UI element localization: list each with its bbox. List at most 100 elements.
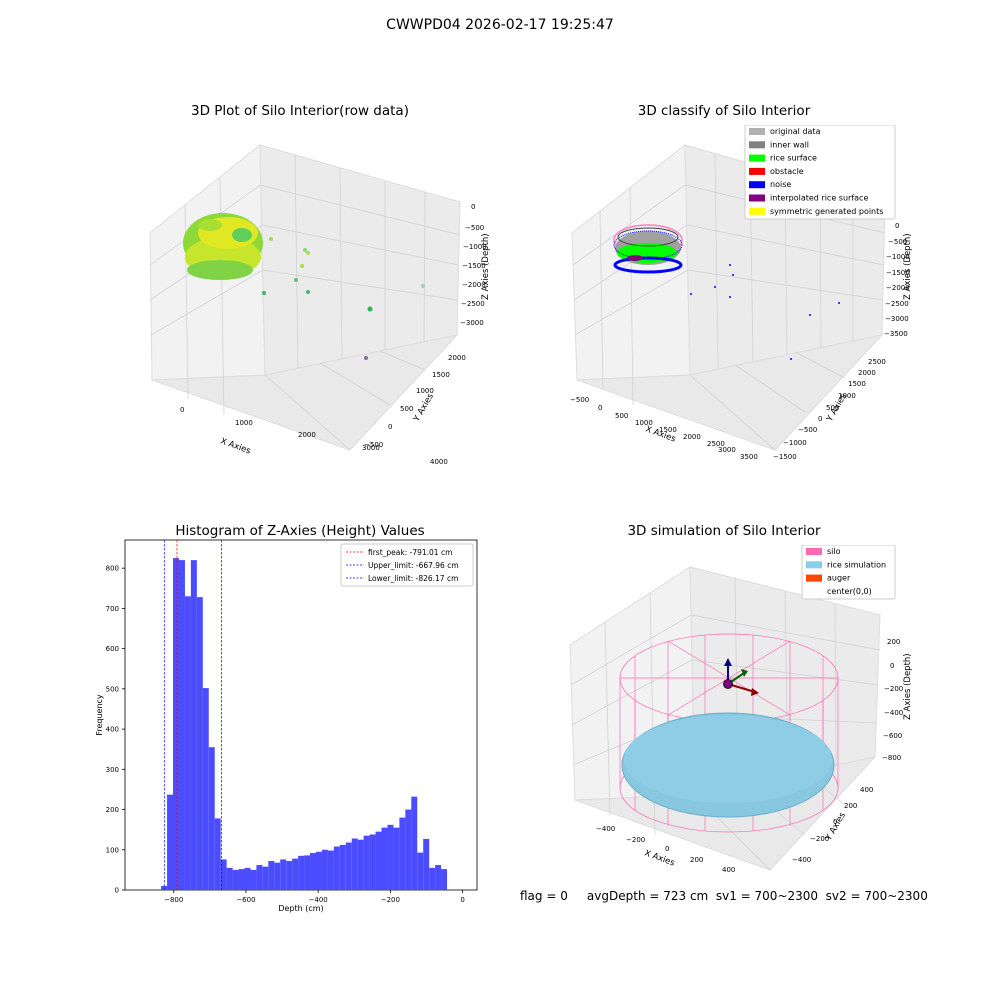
hist-xtick: −800 xyxy=(164,896,183,904)
p2-xtick: 1500 xyxy=(659,426,677,434)
simulation-legend: silo rice simulation auger center(0,0) xyxy=(801,545,896,600)
histogram-reference-lines xyxy=(163,540,222,890)
p2-xtick: 500 xyxy=(615,412,628,420)
histogram-bar xyxy=(369,834,376,890)
p4-xtick: 400 xyxy=(722,866,735,874)
legend-entry: obstacle xyxy=(770,167,804,176)
histogram-bar xyxy=(435,865,442,890)
p4-ytick: 400 xyxy=(860,786,873,794)
legend-swatch xyxy=(749,128,765,135)
legend-entry: rice simulation xyxy=(827,560,886,569)
p2-xtick: 0 xyxy=(598,404,602,412)
p4-ztick: 200 xyxy=(887,638,900,646)
legend-entry: original data xyxy=(770,127,821,136)
hist-ytick: 300 xyxy=(106,766,119,774)
histogram-bar xyxy=(232,869,239,890)
classified-point-cloud xyxy=(613,224,683,274)
p2-xtick: 2500 xyxy=(707,440,725,448)
p4-xlabel: X Axies xyxy=(643,848,676,868)
legend-swatch xyxy=(749,181,765,189)
legend-entry: noise xyxy=(770,180,791,189)
legend-swatch xyxy=(806,574,822,582)
histogram-bar xyxy=(274,862,281,890)
p2-ytick: 1500 xyxy=(848,380,866,388)
p4-ytick: 0 xyxy=(833,818,837,826)
classify-3d-plot: original data inner wall rice surface obsta… xyxy=(570,125,913,461)
hist-ytick: 100 xyxy=(106,846,119,854)
p4-ytick: −400 xyxy=(792,856,811,864)
histogram-bar xyxy=(202,688,209,890)
p4-xtick: −200 xyxy=(626,836,645,844)
histogram-bar xyxy=(292,858,299,890)
p1-ytick: 0 xyxy=(388,423,392,431)
p2-ztick: −500 xyxy=(888,238,907,246)
p4-ztick: −800 xyxy=(882,754,901,762)
p4-xtick: −400 xyxy=(596,825,615,833)
histogram-bar xyxy=(244,867,251,890)
p2-ytick: 1000 xyxy=(838,392,856,400)
panel4-title: 3D simulation of Silo Interior xyxy=(627,523,821,539)
histogram-bar xyxy=(262,866,269,890)
histogram-bar xyxy=(173,558,179,890)
p4-xtick: 200 xyxy=(690,856,703,864)
p1-ytick: 500 xyxy=(400,405,413,413)
p2-ytick: −1500 xyxy=(773,453,797,461)
hist-xtick: −600 xyxy=(236,896,255,904)
histogram-bar xyxy=(441,869,448,890)
legend-entry: symmetric generated points xyxy=(770,207,883,216)
histogram-bar xyxy=(238,869,245,890)
histogram-legend: first_peak: -791.01 cm Upper_limit: -667… xyxy=(340,543,474,587)
p2-xtick: −500 xyxy=(570,396,589,404)
hist-ytick: 800 xyxy=(106,565,119,573)
legend-swatch xyxy=(749,167,765,175)
legend-swatch xyxy=(749,141,765,149)
p4-ztick: −400 xyxy=(884,709,903,717)
histogram-bar xyxy=(327,850,334,890)
histogram-bar xyxy=(363,835,370,890)
legend-swatch xyxy=(749,207,765,215)
histogram-bar xyxy=(393,827,400,890)
legend-entry: center(0,0) xyxy=(827,587,872,596)
histogram-bar xyxy=(190,560,197,890)
p1-ztick: −1000 xyxy=(463,243,487,251)
p1-ylabel: Y Axies xyxy=(411,391,436,424)
histogram-bar xyxy=(345,842,352,890)
histogram-bar xyxy=(298,855,305,890)
p4-xtick: 0 xyxy=(665,845,669,853)
legend-entry: inner wall xyxy=(770,140,809,149)
hist-ytick: 500 xyxy=(106,685,119,693)
hist-ylabel: Frequency xyxy=(95,694,104,736)
p2-xtick: 3000 xyxy=(718,446,736,454)
p2-zlabel: Z Axies (Depth) xyxy=(903,233,913,300)
histogram-bar xyxy=(161,885,168,890)
classify-legend: original data inner wall rice surface obsta… xyxy=(744,125,896,220)
p1-ztick: −500 xyxy=(465,224,484,232)
p1-xtick: 1000 xyxy=(235,419,253,427)
depth-histogram: −800 −600 −400 −200 0 0 100 200 300 400 500 600 700… xyxy=(95,539,478,913)
histogram-bar xyxy=(351,838,358,890)
p1-zlabel: Z Axies (Depth) xyxy=(481,233,491,300)
histogram-bar xyxy=(399,817,406,890)
p4-zlabel: Z Axies (Depth) xyxy=(903,653,913,720)
histogram-bar xyxy=(321,849,328,890)
p2-ytick: 500 xyxy=(826,404,839,412)
p1-ytick: −500 xyxy=(364,441,383,449)
legend-lower-limit: Lower_limit: -826.17 cm xyxy=(368,574,458,583)
hist-xtick: 0 xyxy=(460,896,464,904)
panel3-title: Histogram of Z-Axies (Height) Values xyxy=(175,523,425,539)
histogram-bar xyxy=(167,794,174,890)
p1-xtick: 3000 xyxy=(362,444,380,452)
legend-entry: rice surface xyxy=(770,154,817,163)
histogram-bar xyxy=(339,844,346,890)
histogram-bar xyxy=(286,861,293,890)
p2-xtick: 2000 xyxy=(683,433,701,441)
p2-ztick: −3000 xyxy=(885,315,909,323)
histogram-bar xyxy=(429,867,436,890)
histogram-bar xyxy=(310,852,316,890)
histogram-bar xyxy=(208,747,215,890)
legend-swatch xyxy=(749,194,765,202)
legend-swatch xyxy=(806,548,822,555)
histogram-bar xyxy=(304,855,311,890)
histogram-bar xyxy=(357,839,364,890)
p4-ztick: −200 xyxy=(884,685,903,693)
